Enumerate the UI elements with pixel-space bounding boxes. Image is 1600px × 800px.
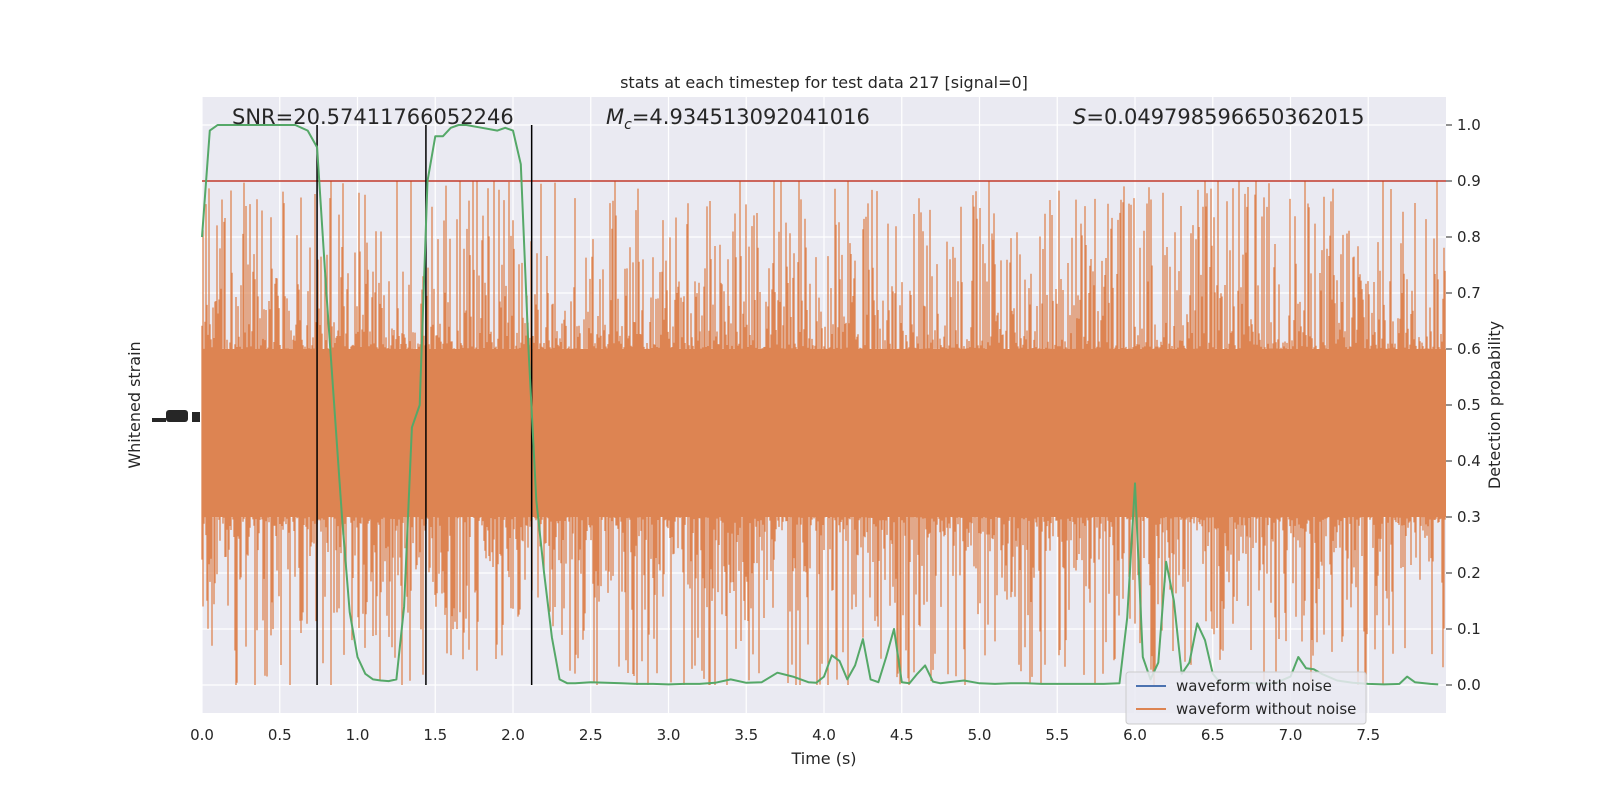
y-tick-label-6: 0.6 bbox=[1457, 340, 1481, 358]
chart-title: stats at each timestep for test data 217… bbox=[620, 73, 1028, 92]
legend-label-with-noise: waveform with noise bbox=[1176, 677, 1332, 695]
x-tick-label-3: 1.5 bbox=[423, 726, 447, 744]
y-tick-label-0: 0.0 bbox=[1457, 676, 1481, 694]
s-symbol: S bbox=[1073, 105, 1086, 129]
y-tick-label-3: 0.3 bbox=[1457, 508, 1481, 526]
legend-box bbox=[1125, 671, 1367, 725]
tick-labels: 0.0 0.5 1.0 1.5 2.0 2.5 3.0 3.5 4.0 4.5 5.0 5.5 6.0 6… bbox=[190, 116, 1481, 744]
s-value: =0.049798596650362015 bbox=[1086, 105, 1364, 129]
y-tick-label-8: 0.8 bbox=[1457, 228, 1481, 246]
left-axis-collapsed-ticks bbox=[152, 410, 200, 422]
x-axis-label: Time (s) bbox=[790, 749, 856, 768]
x-tick-label-2: 1.0 bbox=[346, 726, 370, 744]
x-tick-label-15: 7.5 bbox=[1356, 726, 1380, 744]
y-tick-label-9: 0.9 bbox=[1457, 172, 1481, 190]
x-tick-label-13: 6.5 bbox=[1201, 726, 1225, 744]
x-tick-label-8: 4.0 bbox=[812, 726, 836, 744]
x-tick-label-10: 5.0 bbox=[968, 726, 992, 744]
chirp-mass-symbol: M bbox=[606, 105, 624, 129]
chirp-mass-value: =4.934513092041016 bbox=[632, 105, 870, 129]
y-tick-label-10: 1.0 bbox=[1457, 116, 1481, 134]
y-tick-label-2: 0.2 bbox=[1457, 564, 1481, 582]
y-tick-label-1: 0.1 bbox=[1457, 620, 1481, 638]
x-tick-label-1: 0.5 bbox=[268, 726, 292, 744]
y-tick-label-4: 0.4 bbox=[1457, 452, 1481, 470]
x-tick-label-0: 0.0 bbox=[190, 726, 214, 744]
s-annotation: S=0.049798596650362015 bbox=[1073, 105, 1364, 129]
legend-label-without-noise: waveform without noise bbox=[1176, 700, 1356, 718]
y-tick-label-5: 0.5 bbox=[1457, 396, 1481, 414]
snr-annotation: SNR=20.57411766052246 bbox=[232, 105, 514, 129]
x-tick-label-14: 7.0 bbox=[1279, 726, 1303, 744]
x-tick-label-7: 3.5 bbox=[734, 726, 758, 744]
x-tick-label-12: 6.0 bbox=[1123, 726, 1147, 744]
x-tick-label-4: 2.0 bbox=[501, 726, 525, 744]
x-tick-label-5: 2.5 bbox=[579, 726, 603, 744]
chirp-mass-annotation: Mc=4.934513092041016 bbox=[606, 105, 870, 133]
chirp-mass-subscript: c bbox=[624, 117, 632, 133]
right-y-axis-label: Detection probability bbox=[1485, 321, 1504, 489]
x-tick-label-6: 3.0 bbox=[657, 726, 681, 744]
y-tick-label-7: 0.7 bbox=[1457, 284, 1481, 302]
left-y-axis-label: Whitened strain bbox=[125, 341, 144, 468]
x-tick-label-9: 4.5 bbox=[890, 726, 914, 744]
legend: waveform with noise waveform without noi… bbox=[1125, 671, 1367, 725]
strain-dense-band bbox=[202, 349, 1446, 517]
x-tick-label-11: 5.5 bbox=[1045, 726, 1069, 744]
